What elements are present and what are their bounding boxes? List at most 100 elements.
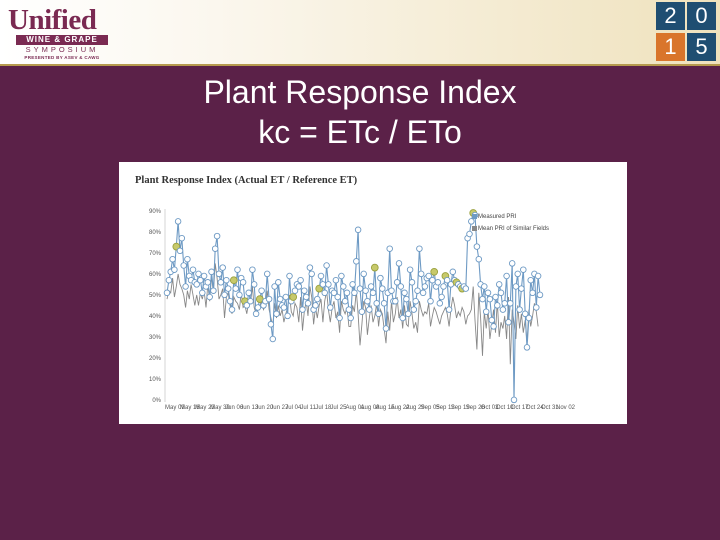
data-point: [336, 314, 343, 322]
data-point: [505, 318, 512, 326]
y-tick-label: 40%: [148, 314, 161, 320]
x-tick-label: Nov 02: [556, 405, 576, 411]
x-tick-label: Jul 04: [285, 405, 302, 411]
data-point: [395, 260, 403, 267]
data-point: [518, 285, 525, 292]
data-point: [494, 302, 501, 309]
chart-plot-area: [163, 209, 544, 404]
data-point: [232, 285, 239, 292]
data-point: [234, 266, 241, 273]
data-point: [399, 314, 406, 322]
data-point: [507, 300, 514, 307]
data-point: [299, 306, 306, 313]
data-point: [354, 226, 362, 234]
data-point: [497, 289, 505, 297]
data-point: [382, 325, 390, 332]
logo-band: WINE & GRAPE: [16, 35, 108, 45]
x-tick-label: Oct 31: [540, 405, 559, 411]
data-point: [210, 287, 217, 294]
data-point: [349, 281, 356, 288]
data-point: [338, 272, 345, 280]
y-tick-label: 30%: [148, 335, 161, 341]
data-point: [295, 283, 303, 290]
data-point: [525, 314, 533, 322]
data-point: [375, 310, 382, 318]
x-tick-label: May 30: [210, 405, 230, 411]
data-point: [265, 295, 273, 303]
data-point: [492, 293, 499, 301]
highlight-point: [430, 267, 439, 276]
legend-item-measured[interactable]: Measured PRI: [472, 211, 549, 223]
data-point: [373, 300, 380, 307]
data-point: [412, 297, 419, 305]
x-tick-label: Sep 19: [450, 405, 470, 411]
x-tick-label: Jul 11: [300, 405, 316, 411]
data-point: [523, 344, 531, 351]
year-digit: 2: [656, 2, 685, 30]
data-point: [345, 306, 353, 313]
data-point: [479, 295, 486, 303]
x-tick-label: Sep 26: [465, 405, 485, 411]
data-point: [297, 276, 304, 284]
data-point: [163, 289, 171, 297]
data-point: [440, 283, 447, 290]
data-point: [364, 297, 371, 305]
data-point: [406, 266, 414, 273]
data-point: [347, 314, 354, 322]
year-badge: 2 0 1 5: [656, 2, 720, 62]
data-point: [286, 272, 293, 280]
y-tick-label: 70%: [148, 251, 161, 257]
data-point: [204, 279, 212, 286]
data-point: [449, 268, 457, 276]
data-point: [211, 245, 219, 252]
data-point: [534, 272, 542, 280]
data-point: [488, 316, 496, 324]
data-point: [321, 289, 328, 297]
data-point: [408, 279, 416, 286]
year-digit: 0: [687, 2, 716, 30]
x-tick-label: Oct 17: [510, 405, 529, 411]
data-point: [417, 270, 425, 278]
data-point: [239, 279, 247, 286]
data-point: [482, 308, 490, 315]
data-point: [499, 306, 507, 313]
data-point: [490, 323, 497, 330]
data-point: [501, 300, 508, 307]
data-point: [536, 291, 544, 299]
data-point: [273, 310, 280, 318]
data-point: [416, 245, 423, 252]
data-point: [521, 310, 529, 318]
data-point: [353, 258, 360, 265]
data-point: [243, 302, 251, 309]
y-tick-label: 60%: [148, 272, 161, 278]
data-point: [367, 283, 375, 290]
x-tick-label: Sep 12: [435, 405, 455, 411]
data-point: [520, 266, 527, 273]
y-tick-label: 80%: [148, 230, 161, 236]
chart-legend: Measured PRI Mean PRI of Similar Fields: [472, 211, 549, 235]
header-bar: Unified WINE & GRAPE SYMPOSIUM PRESENTED…: [0, 0, 720, 66]
data-point: [529, 289, 536, 297]
data-point: [224, 285, 232, 292]
data-point: [351, 289, 358, 297]
legend-label-mean: Mean PRI of Similar Fields: [478, 226, 550, 232]
data-point: [341, 297, 349, 305]
data-point: [466, 230, 473, 238]
data-point: [165, 276, 173, 284]
x-tick-label: Oct 10: [495, 405, 514, 411]
y-tick-label: 20%: [148, 356, 161, 362]
x-tick-label: Jun 13: [240, 405, 259, 411]
data-point: [462, 285, 470, 292]
x-tick-label: Aug 29: [405, 405, 425, 411]
data-point: [438, 293, 445, 301]
y-tick-label: 0%: [152, 398, 161, 404]
legend-item-mean[interactable]: Mean PRI of Similar Fields: [472, 223, 549, 235]
data-point: [379, 285, 386, 292]
data-point: [304, 300, 312, 307]
x-tick-label: May 09: [165, 405, 185, 411]
data-point: [340, 283, 347, 290]
data-point: [445, 306, 453, 313]
data-point: [514, 270, 521, 278]
data-point: [171, 266, 178, 273]
data-point: [323, 262, 330, 269]
